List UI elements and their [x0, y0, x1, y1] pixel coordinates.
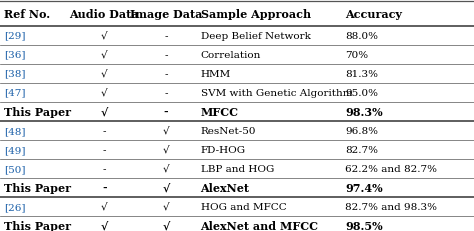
Text: Deep Belief Network: Deep Belief Network: [201, 32, 310, 40]
Text: 62.2% and 82.7%: 62.2% and 82.7%: [345, 164, 437, 173]
Text: This Paper: This Paper: [4, 220, 71, 231]
Text: √: √: [163, 164, 169, 173]
Text: √: √: [163, 202, 169, 211]
Text: Accuracy: Accuracy: [345, 9, 402, 20]
Text: [26]: [26]: [4, 202, 25, 211]
Text: ResNet-50: ResNet-50: [201, 126, 256, 135]
Text: √: √: [162, 182, 170, 193]
Text: MFCC: MFCC: [201, 106, 238, 117]
Text: 96.8%: 96.8%: [345, 126, 378, 135]
Text: √: √: [101, 51, 108, 59]
Text: √: √: [162, 220, 170, 231]
Text: FD-HOG: FD-HOG: [201, 145, 246, 154]
Text: 81.3%: 81.3%: [345, 70, 378, 78]
Text: Correlation: Correlation: [201, 51, 261, 59]
Text: √: √: [101, 88, 108, 97]
Text: SVM with Genetic Algorithm: SVM with Genetic Algorithm: [201, 88, 352, 97]
Text: √: √: [100, 106, 108, 117]
Text: -: -: [164, 70, 168, 78]
Text: 82.7% and 98.3%: 82.7% and 98.3%: [345, 202, 437, 211]
Text: [47]: [47]: [4, 88, 25, 97]
Text: AlexNet: AlexNet: [201, 182, 249, 193]
Text: √: √: [101, 202, 108, 211]
Text: 98.3%: 98.3%: [345, 106, 383, 117]
Text: √: √: [100, 220, 108, 231]
Text: 88.0%: 88.0%: [345, 32, 378, 40]
Text: AlexNet and MFCC: AlexNet and MFCC: [201, 220, 319, 231]
Text: -: -: [164, 32, 168, 40]
Text: [29]: [29]: [4, 32, 25, 40]
Text: [38]: [38]: [4, 70, 25, 78]
Text: 95.0%: 95.0%: [345, 88, 378, 97]
Text: Audio Data: Audio Data: [70, 9, 139, 20]
Text: √: √: [163, 145, 169, 154]
Text: √: √: [163, 126, 169, 135]
Text: -: -: [102, 126, 106, 135]
Text: 97.4%: 97.4%: [345, 182, 383, 193]
Text: -: -: [102, 164, 106, 173]
Text: [48]: [48]: [4, 126, 25, 135]
Text: HMM: HMM: [201, 70, 231, 78]
Text: -: -: [164, 106, 168, 117]
Text: [50]: [50]: [4, 164, 25, 173]
Text: -: -: [164, 51, 168, 59]
Text: -: -: [102, 182, 107, 193]
Text: Sample Approach: Sample Approach: [201, 9, 310, 20]
Text: Image Data: Image Data: [130, 9, 202, 20]
Text: Ref No.: Ref No.: [4, 9, 50, 20]
Text: √: √: [101, 32, 108, 40]
Text: 70%: 70%: [345, 51, 368, 59]
Text: -: -: [102, 145, 106, 154]
Text: 98.5%: 98.5%: [345, 220, 383, 231]
Text: [36]: [36]: [4, 51, 25, 59]
Text: -: -: [164, 88, 168, 97]
Text: LBP and HOG: LBP and HOG: [201, 164, 274, 173]
Text: HOG and MFCC: HOG and MFCC: [201, 202, 286, 211]
Text: √: √: [101, 70, 108, 78]
Text: [49]: [49]: [4, 145, 25, 154]
Text: 82.7%: 82.7%: [345, 145, 378, 154]
Text: This Paper: This Paper: [4, 182, 71, 193]
Text: This Paper: This Paper: [4, 106, 71, 117]
